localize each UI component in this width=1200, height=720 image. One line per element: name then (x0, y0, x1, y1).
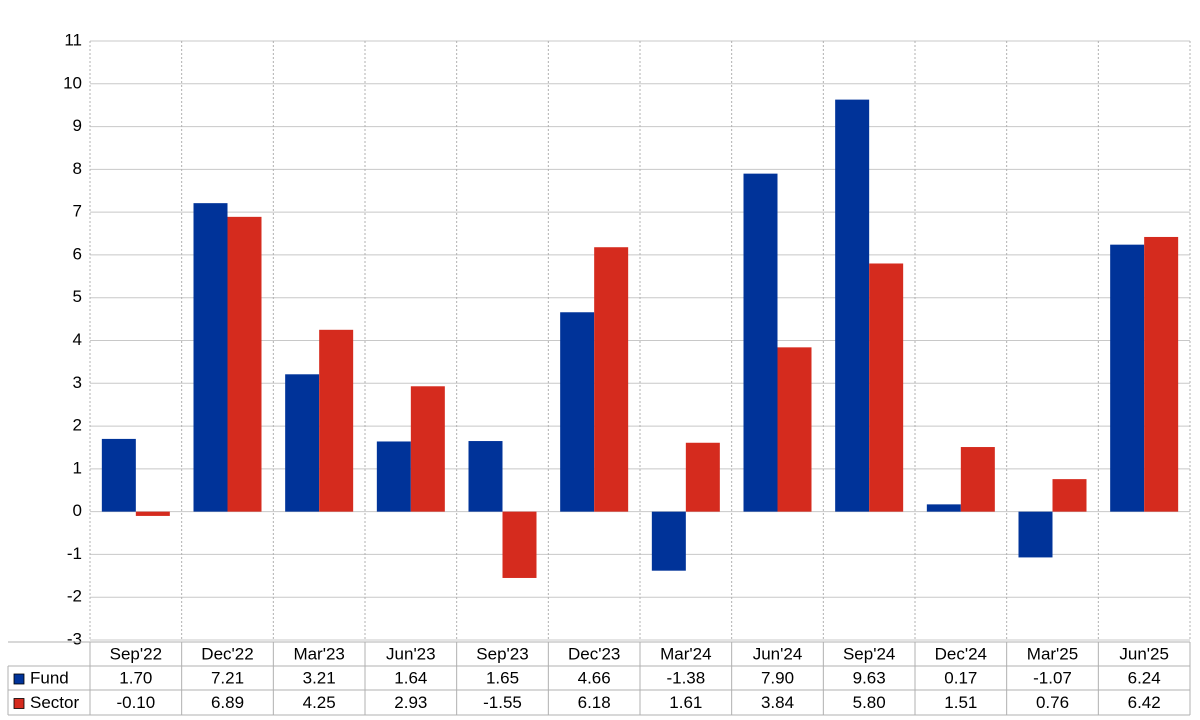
table-value: 6.18 (578, 693, 611, 712)
y-tick-label: 3 (73, 373, 82, 392)
table-value: 5.80 (853, 693, 886, 712)
table-value: 3.84 (761, 693, 794, 712)
bar (926, 504, 961, 512)
bar (685, 442, 720, 512)
legend-swatch (13, 673, 25, 685)
table-value: 1.65 (486, 668, 519, 687)
x-tick-label: Sep'22 (110, 644, 162, 663)
table-value: -1.38 (666, 668, 705, 687)
x-tick-label: Mar'24 (660, 644, 711, 663)
bar (960, 447, 995, 512)
table-value: 7.21 (211, 668, 244, 687)
legend-swatch (13, 698, 25, 709)
y-tick-label: 0 (73, 501, 82, 520)
bar (560, 312, 595, 512)
table-value: 7.90 (761, 668, 794, 687)
bar (1110, 244, 1145, 512)
table-value: -0.10 (116, 693, 155, 712)
bar (193, 203, 228, 512)
y-tick-label: 11 (64, 30, 82, 49)
bar (869, 263, 904, 512)
table-value: -1.55 (483, 693, 522, 712)
table-value: 2.93 (394, 693, 427, 712)
table-value: 4.66 (578, 668, 611, 687)
table-value: 3.21 (303, 668, 336, 687)
bar (743, 173, 778, 512)
table-value: -1.07 (1033, 668, 1072, 687)
x-tick-label: Sep'24 (843, 644, 895, 663)
x-tick-label: Dec'24 (935, 644, 987, 663)
x-tick-label: Sep'23 (476, 644, 528, 663)
bar (594, 247, 629, 512)
y-tick-label: 4 (73, 330, 82, 349)
y-tick-label: -1 (67, 544, 82, 563)
table-value: 1.51 (944, 693, 977, 712)
x-tick-label: Jun'25 (1119, 644, 1169, 663)
x-tick-label: Dec'23 (568, 644, 620, 663)
table-value: 9.63 (853, 668, 886, 687)
bar (135, 511, 170, 516)
bar (227, 216, 262, 512)
x-tick-label: Dec'22 (201, 644, 253, 663)
y-tick-label: 10 (63, 73, 82, 92)
x-tick-label: Mar'25 (1027, 644, 1078, 663)
x-tick-label: Mar'23 (293, 644, 344, 663)
y-tick-label: -2 (67, 587, 82, 606)
bar (468, 441, 503, 512)
table-value: 6.89 (211, 693, 244, 712)
bar (410, 386, 445, 512)
table-value: 0.76 (1036, 693, 1069, 712)
legend-label: Fund (30, 668, 69, 687)
table-value: 4.25 (303, 693, 336, 712)
bar (1018, 511, 1053, 558)
y-tick-label: 9 (73, 116, 82, 135)
table-value: 1.64 (394, 668, 427, 687)
y-tick-label: 2 (73, 416, 82, 435)
bar (651, 511, 686, 571)
bar (1052, 479, 1087, 512)
y-tick-label: 7 (73, 202, 82, 221)
table-value: 0.17 (944, 668, 977, 687)
table-value: 6.42 (1128, 693, 1161, 712)
y-tick-label: 6 (73, 244, 82, 263)
y-tick-label: -3 (67, 629, 82, 648)
y-tick-label: 1 (73, 458, 82, 477)
table-value: 1.61 (669, 693, 702, 712)
bar (835, 99, 870, 512)
bar (502, 511, 537, 578)
bar (285, 374, 320, 512)
bar (319, 329, 354, 512)
bar (1144, 236, 1179, 512)
bar (777, 347, 812, 512)
bar (376, 441, 411, 512)
table-value: 1.70 (119, 668, 152, 687)
y-tick-label: 5 (73, 287, 82, 306)
table-value: 6.24 (1128, 668, 1161, 687)
y-tick-label: 8 (73, 159, 82, 178)
x-tick-label: Jun'23 (386, 644, 436, 663)
legend-label: Sector (30, 693, 79, 712)
x-tick-label: Jun'24 (753, 644, 803, 663)
bar (101, 438, 136, 512)
